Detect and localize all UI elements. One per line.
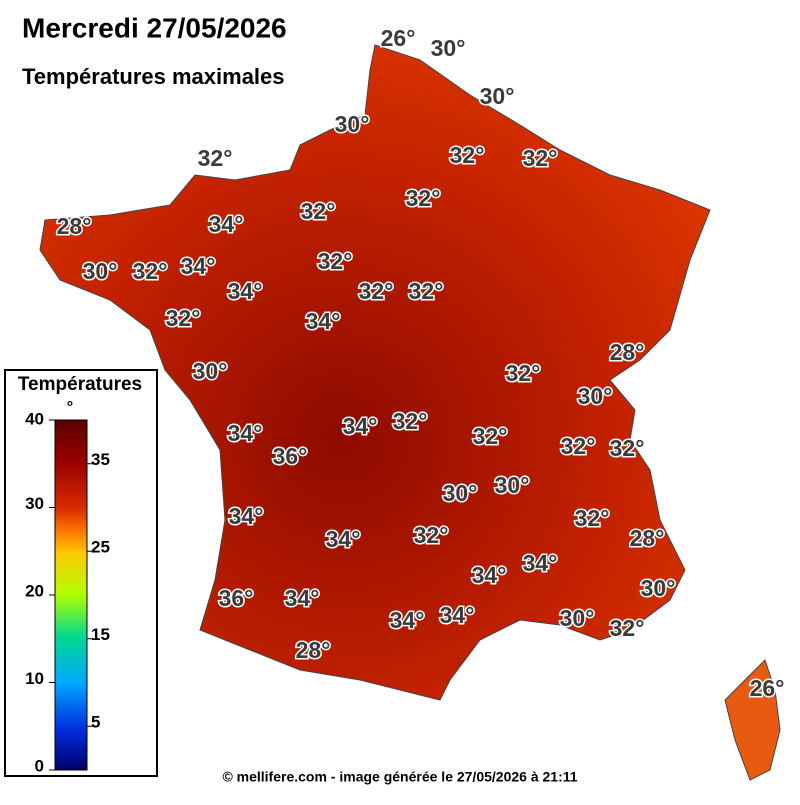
legend-unit: °: [67, 399, 73, 416]
color-bar: [54, 419, 88, 771]
temperature-label: 32°: [610, 435, 645, 461]
temperature-label: 32°: [610, 615, 645, 641]
corsica-outline: [724, 659, 781, 781]
temperature-label: 32°: [198, 145, 233, 171]
temperature-label: 34°: [390, 607, 425, 633]
temperature-label: 32°: [301, 198, 336, 224]
temperature-label: 30°: [495, 472, 530, 498]
temperature-label: 36°: [219, 585, 254, 611]
temperature-label: 32°: [523, 145, 558, 171]
legend-tick-label: 20: [25, 581, 44, 600]
temperature-label: 34°: [306, 308, 341, 334]
temperature-label: 28°: [610, 339, 645, 365]
legend-tick-label: 40: [25, 409, 44, 428]
temperature-label: 32°: [359, 278, 394, 304]
temperature-label: 30°: [560, 605, 595, 631]
legend-tick-label: 0: [35, 756, 44, 775]
temperature-label: 32°: [450, 142, 485, 168]
subtitle: Températures maximales: [22, 64, 285, 89]
temperature-label: 28°: [57, 213, 92, 239]
temperature-label: 32°: [393, 408, 428, 434]
temperature-label: 26°: [381, 25, 416, 51]
temperature-label: 32°: [473, 423, 508, 449]
legend-tick-label: 25: [91, 538, 110, 557]
temperature-label: 30°: [641, 575, 676, 601]
temperature-label: 34°: [440, 602, 475, 628]
temperature-label: 32°: [506, 360, 541, 386]
temperature-label: 34°: [285, 585, 320, 611]
temperature-label: 32°: [318, 248, 353, 274]
temperature-label: 34°: [181, 253, 216, 279]
temperature-label: 32°: [133, 258, 168, 284]
legend-tick-label: 35: [91, 450, 110, 469]
temperature-label: 32°: [409, 278, 444, 304]
temperature-label: 30°: [335, 111, 370, 137]
france-outline: [39, 44, 711, 701]
legend-tick-label: 10: [25, 669, 44, 688]
temperature-label: 32°: [561, 433, 596, 459]
temperature-label: 34°: [326, 526, 361, 552]
temperature-label: 32°: [166, 305, 201, 331]
temperature-label: 30°: [578, 383, 613, 409]
title: Mercredi 27/05/2026: [22, 12, 287, 43]
temperature-label: 34°: [472, 562, 507, 588]
temperature-label: 32°: [406, 185, 441, 211]
legend-title: Températures: [18, 374, 142, 395]
temperature-label: 32°: [414, 522, 449, 548]
temperature-label: 30°: [193, 358, 228, 384]
temperature-label: 36°: [273, 443, 308, 469]
temperature-label: 34°: [228, 278, 263, 304]
temperature-label: 28°: [630, 525, 665, 551]
temperature-label: 30°: [443, 480, 478, 506]
footer: © mellifere.com - image générée le 27/05…: [222, 769, 577, 785]
temperature-label: 26°: [750, 675, 785, 701]
temperature-label: 30°: [83, 258, 118, 284]
temperature-label: 32°: [575, 505, 610, 531]
temperature-label: 30°: [480, 83, 515, 109]
temperature-label: 34°: [229, 503, 264, 529]
temperature-label: 28°: [296, 637, 331, 663]
temperature-label: 34°: [228, 420, 263, 446]
temperature-label: 30°: [431, 35, 466, 61]
legend-tick-label: 5: [91, 713, 100, 732]
legend-tick-label: 15: [91, 625, 110, 644]
temperature-label: 34°: [209, 211, 244, 237]
legend-tick-label: 30: [25, 494, 44, 513]
temperature-label: 34°: [523, 550, 558, 576]
temperature-label: 34°: [343, 413, 378, 439]
